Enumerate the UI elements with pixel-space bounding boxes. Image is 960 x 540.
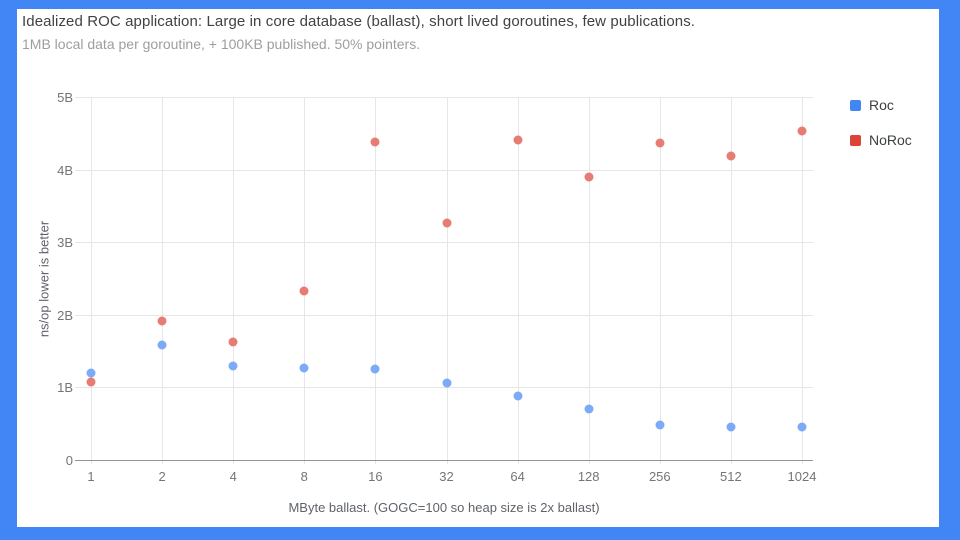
- legend-item-roc[interactable]: Roc: [850, 97, 912, 113]
- y-tick-label: 0: [65, 453, 73, 468]
- chart-card: Idealized ROC application: Large in core…: [17, 9, 939, 527]
- point-noroc-1[interactable]: [86, 377, 96, 387]
- point-noroc-8[interactable]: [299, 286, 309, 296]
- x-gridline: [162, 97, 164, 464]
- x-tick-label: 128: [577, 469, 600, 484]
- x-axis-title: MByte ballast. (GOGC=100 so heap size is…: [288, 500, 600, 515]
- x-gridline: [233, 97, 235, 464]
- x-gridline: [304, 97, 306, 464]
- x-gridline: [802, 97, 803, 464]
- y-tick-label: 3B: [57, 235, 73, 251]
- point-roc-256[interactable]: [655, 420, 665, 430]
- x-tick-label: 64: [510, 469, 525, 484]
- x-gridline: [730, 97, 732, 464]
- x-tick-label: 2: [158, 469, 166, 484]
- point-roc-2[interactable]: [157, 340, 167, 350]
- legend-swatch-icon: [850, 134, 861, 146]
- y-tick-label: 4B: [57, 162, 73, 178]
- point-roc-1024[interactable]: [797, 422, 807, 432]
- y-tick-label: 1B: [57, 380, 73, 396]
- y-gridline: [75, 387, 813, 389]
- y-gridline: [75, 169, 813, 171]
- x-tick-label: 16: [368, 469, 383, 484]
- x-axis-baseline: [75, 460, 813, 461]
- point-roc-1[interactable]: [86, 368, 96, 378]
- y-gridline: [75, 97, 813, 98]
- x-gridline: [446, 97, 448, 464]
- point-roc-128[interactable]: [584, 404, 594, 414]
- x-tick-label: 256: [648, 469, 671, 484]
- chart-title: Idealized ROC application: Large in core…: [22, 13, 696, 30]
- legend: Roc NoRoc: [850, 97, 912, 167]
- x-tick-label: 1: [87, 469, 95, 484]
- point-noroc-16[interactable]: [370, 137, 380, 147]
- y-gridline: [75, 314, 813, 316]
- x-tick-label: 1024: [787, 469, 817, 484]
- legend-swatch-icon: [850, 99, 861, 111]
- x-gridline: [91, 97, 92, 464]
- point-noroc-512[interactable]: [726, 151, 736, 161]
- point-noroc-4[interactable]: [228, 337, 238, 347]
- y-gridline: [75, 242, 813, 244]
- point-noroc-1024[interactable]: [797, 126, 807, 136]
- x-tick-label: 4: [229, 469, 237, 484]
- x-gridline: [375, 97, 377, 464]
- point-roc-32[interactable]: [442, 378, 451, 388]
- point-roc-64[interactable]: [513, 391, 523, 401]
- point-roc-512[interactable]: [726, 422, 736, 432]
- point-roc-16[interactable]: [370, 364, 380, 374]
- point-noroc-2[interactable]: [157, 316, 167, 326]
- point-noroc-128[interactable]: [584, 172, 594, 182]
- point-noroc-64[interactable]: [513, 135, 523, 145]
- x-tick-label: 8: [300, 469, 308, 484]
- x-gridline: [517, 97, 519, 464]
- x-tick-label: 512: [720, 469, 742, 484]
- point-noroc-256[interactable]: [655, 138, 665, 148]
- y-tick-label: 5B: [57, 90, 73, 105]
- point-noroc-32[interactable]: [442, 218, 451, 228]
- x-gridline: [588, 97, 590, 464]
- point-roc-4[interactable]: [228, 361, 238, 371]
- legend-label: Roc: [869, 97, 894, 113]
- legend-label: NoRoc: [869, 132, 912, 148]
- x-gridline: [659, 97, 661, 464]
- legend-item-noroc[interactable]: NoRoc: [850, 132, 912, 148]
- plot-area: [75, 97, 813, 464]
- point-roc-8[interactable]: [299, 363, 309, 373]
- chart-subtitle: 1MB local data per goroutine, + 100KB pu…: [22, 36, 421, 52]
- y-tick-label: 2B: [57, 307, 73, 323]
- x-tick-label: 32: [439, 469, 454, 484]
